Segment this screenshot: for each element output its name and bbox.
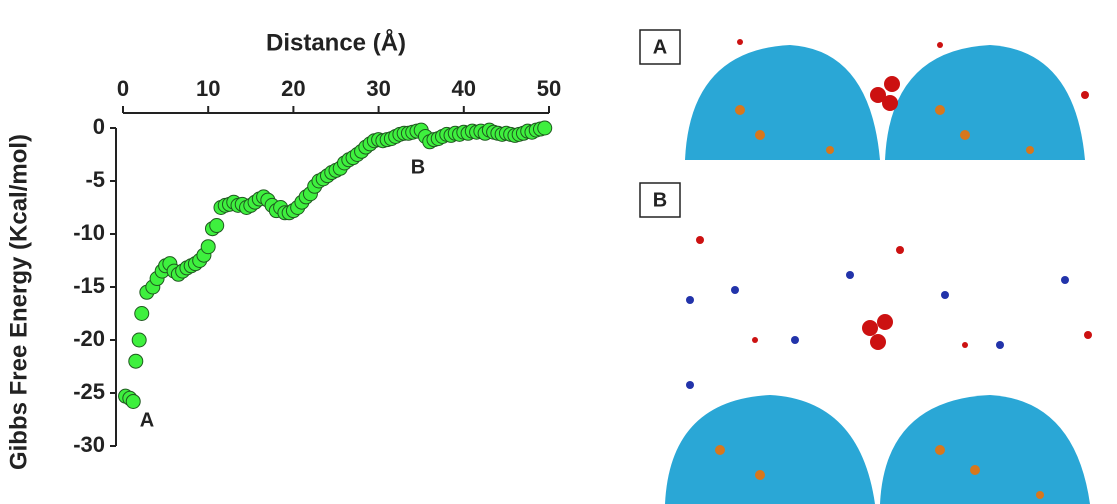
x-tick-label: 40 <box>452 76 476 101</box>
panel-label: B <box>653 189 667 211</box>
x-axis-label: Distance (Å) <box>266 28 406 56</box>
y-tick-label: -30 <box>73 432 105 457</box>
y-tick-label: -5 <box>85 167 105 192</box>
y-tick-label: -25 <box>73 379 105 404</box>
x-tick-label: 0 <box>117 76 129 101</box>
x-tick-label: 10 <box>196 76 220 101</box>
y-axis-label: Gibbs Free Energy (Kcal/mol) <box>5 134 32 470</box>
nanoparticle <box>665 395 875 504</box>
point <box>201 240 215 254</box>
nanoparticle <box>880 395 1090 504</box>
panel-label: A <box>653 36 667 58</box>
point <box>135 307 149 321</box>
figure: A B 0 10 20 30 40 50 0 -5 -10 -15 -20 -25 -30 Distanc… <box>0 0 1117 504</box>
y-tick-label: 0 <box>93 114 105 139</box>
y-tick-label: -20 <box>73 326 105 351</box>
panel-b: B <box>640 183 1092 504</box>
molecule <box>696 236 1092 350</box>
x-tick-label: 30 <box>366 76 390 101</box>
panel-a: A <box>635 30 1097 160</box>
point <box>126 394 140 408</box>
annotation: B <box>411 156 425 178</box>
annotation: A <box>140 409 154 431</box>
x-tick-label: 20 <box>281 76 305 101</box>
y-tick-label: -10 <box>73 220 105 245</box>
point <box>538 121 552 135</box>
point <box>210 219 224 233</box>
point <box>132 333 146 347</box>
point <box>129 354 143 368</box>
y-tick-label: -15 <box>73 273 105 298</box>
x-tick-label: 50 <box>537 76 561 101</box>
